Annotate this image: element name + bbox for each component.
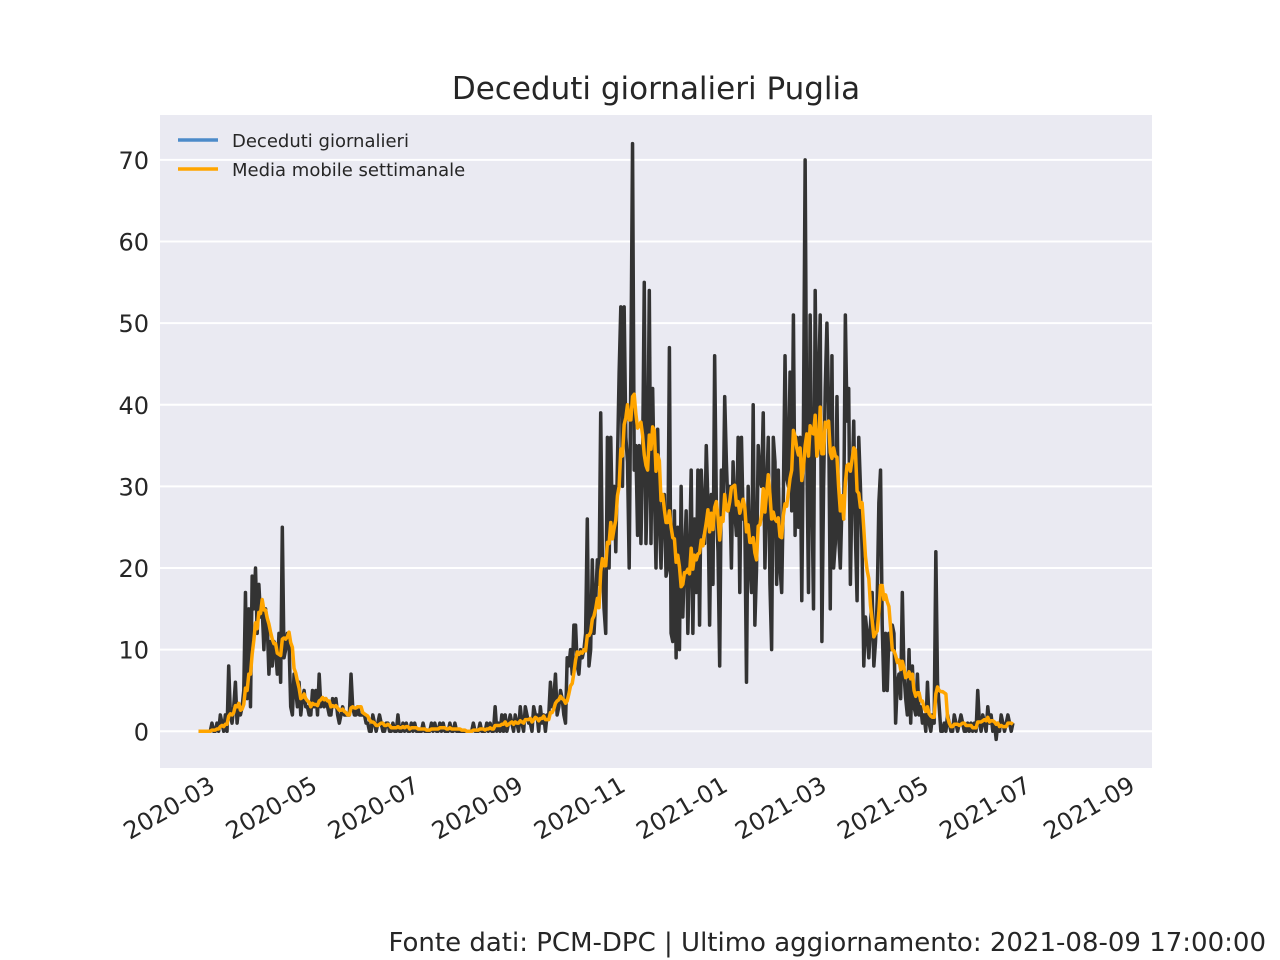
moving-average-line [198,392,1014,734]
y-tick-label: 30 [118,473,149,501]
x-tick-label: 2021-01 [632,771,733,845]
footer-source-note: Fonte dati: PCM-DPC | Ultimo aggiornamen… [389,928,1267,958]
x-tick-label: 2021-05 [833,771,934,845]
legend-label-daily: Deceduti giornalieri [232,131,409,152]
y-tick-label: 60 [118,229,149,257]
y-tick-label: 70 [118,147,149,175]
x-tick-label: 2021-09 [1039,771,1140,845]
x-tick-label: 2020-11 [529,771,630,845]
x-tick-labels: 2020-03 2020-05 2020-07 2020-09 2020-11 2021-… [119,771,1140,845]
chart-title: Deceduti giornalieri Puglia [452,71,860,107]
x-tick-label: 2021-03 [730,771,831,845]
x-tick-label: 2020-07 [323,771,424,845]
y-tick-label: 40 [118,392,149,420]
legend-label-average: Media mobile settimanale [232,160,465,181]
y-tick-labels: 0 10 20 30 40 50 60 70 [118,147,149,746]
y-tick-label: 10 [118,637,149,665]
x-tick-label: 2020-09 [427,771,528,845]
x-tick-label: 2020-03 [119,771,220,845]
series-group [198,141,1015,742]
y-tick-label: 20 [118,555,149,583]
y-tick-label: 50 [118,310,149,338]
x-tick-label: 2021-07 [935,771,1036,845]
y-tick-label: 0 [134,718,149,746]
x-tick-label: 2020-05 [221,771,322,845]
legend: Deceduti giornalieri Media mobile settim… [178,131,465,181]
